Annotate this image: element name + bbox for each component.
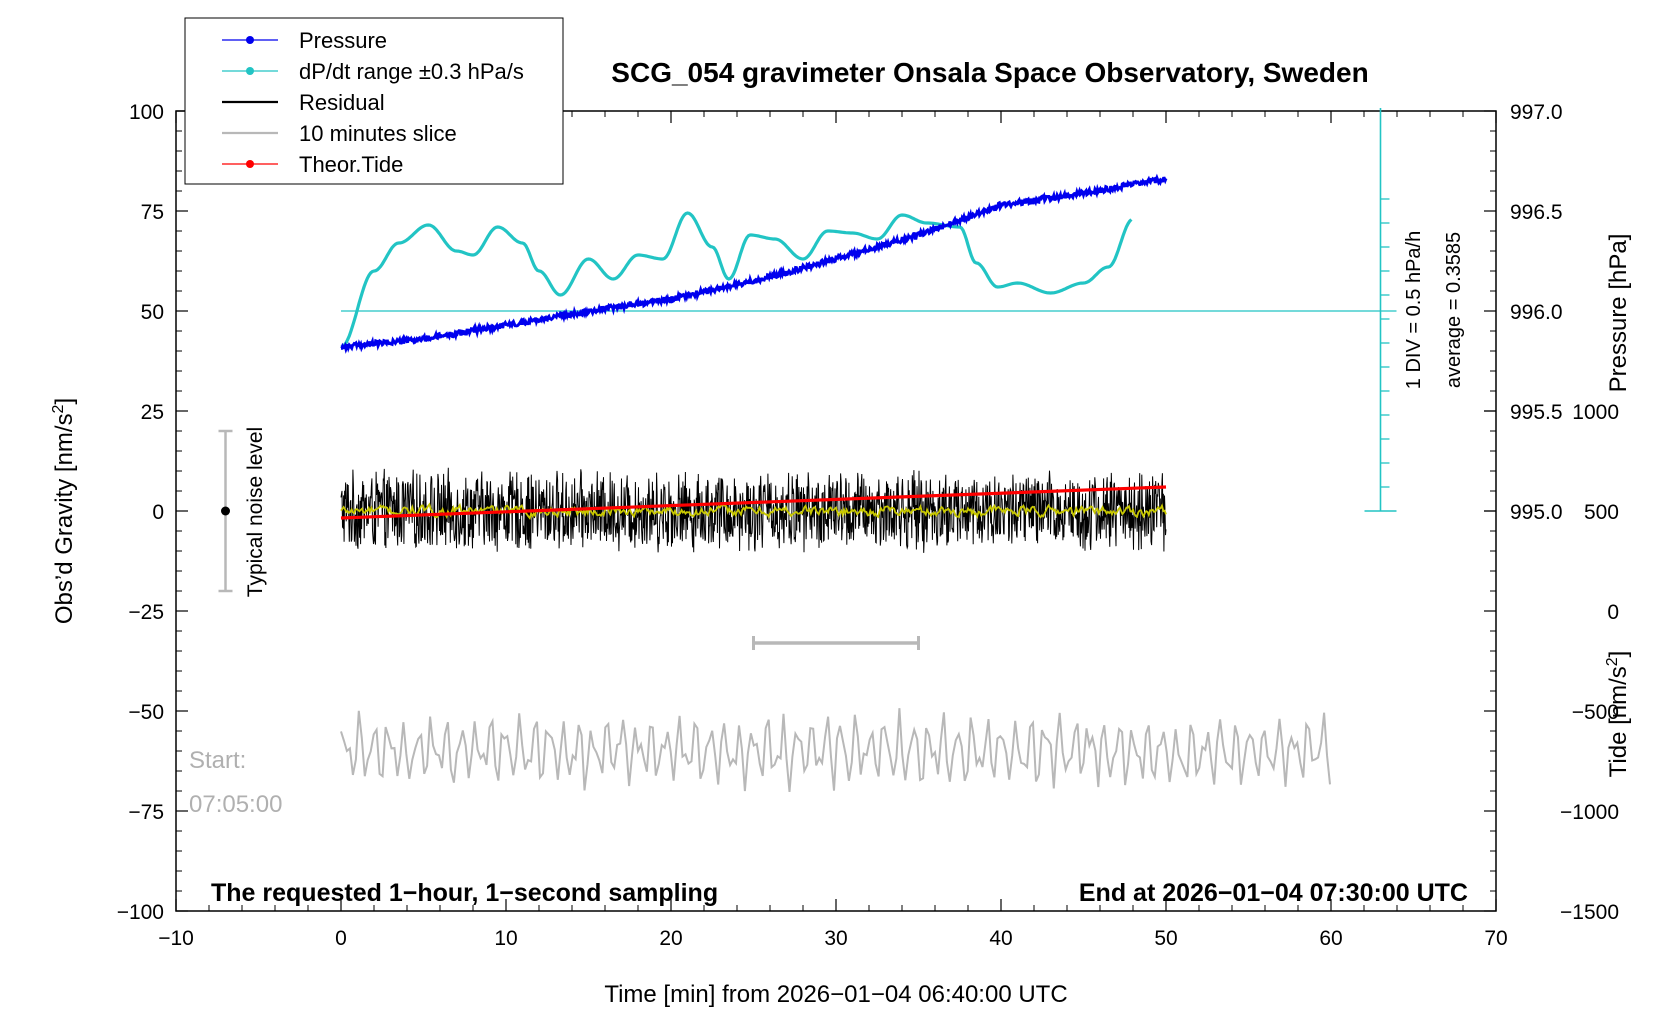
x-tick-label: −10 — [158, 927, 194, 950]
x-tick-label: 60 — [1319, 927, 1342, 950]
y-tick-label: 50 — [141, 301, 164, 324]
legend-label-dpdt: dP/dt range ±0.3 hPa/s — [299, 59, 524, 84]
legend-marker-tide — [246, 160, 254, 168]
x-tick-label: 50 — [1154, 927, 1177, 950]
legend-item-slice: 10 minutes slice — [222, 121, 457, 146]
axes-layer: −10 0 10 20 30 40 50 60 70−100−75−50−25025507510… — [117, 101, 1619, 950]
legend-label-slice: 10 minutes slice — [299, 121, 457, 146]
legend-label-residual: Residual — [299, 90, 385, 115]
start-time: 07:05:00 — [189, 791, 282, 818]
y-tick-label: −100 — [117, 901, 164, 924]
residual-line — [340, 467, 1167, 553]
end-time-note: End at 2026−01−04 07:30:00 UTC — [1079, 879, 1468, 907]
pressure-tick-label: 995.5 — [1510, 401, 1563, 424]
legend: Pressure dP/dt range ±0.3 hPa/s Residual… — [184, 17, 564, 185]
tide-line — [340, 485, 1167, 520]
tide-tick-label: −500 — [1572, 701, 1619, 724]
pressure-tick-label: 996.0 — [1510, 301, 1563, 324]
y-tick-label: 25 — [141, 401, 164, 424]
legend-item-residual: Residual — [222, 90, 385, 115]
pressure-tick-label: 996.5 — [1510, 201, 1563, 224]
legend-item-dpdt: dP/dt range ±0.3 hPa/s — [222, 59, 524, 84]
y-tick-label: −25 — [128, 601, 164, 624]
x-tick-label: 70 — [1484, 927, 1507, 950]
x-tick-label: 40 — [989, 927, 1012, 950]
y-tick-label: 0 — [152, 501, 164, 524]
x-tick-label: 0 — [335, 927, 347, 950]
y-axis-label-left: Obs’d Gravity [nm/s2] — [50, 398, 78, 624]
legend-label-tide: Theor.Tide — [299, 152, 403, 177]
pressure-line — [340, 173, 1168, 354]
y-axis-label-tide: Tide [nm/s2] — [1604, 651, 1632, 778]
y-tick-label: 75 — [141, 201, 164, 224]
legend-item-tide: Theor.Tide — [222, 152, 403, 177]
legend-marker-dpdt — [246, 67, 254, 75]
chart-title: SCG_054 gravimeter Onsala Space Observat… — [611, 57, 1368, 88]
x-tick-label: 10 — [494, 927, 517, 950]
tide-tick-label: 1000 — [1572, 401, 1619, 424]
y-tick-label: −75 — [128, 801, 164, 824]
start-label: Start: — [189, 747, 246, 774]
pressure-tick-label: 995.0 — [1510, 501, 1563, 524]
noise-level-dot — [221, 506, 230, 516]
x-tick-label: 30 — [824, 927, 847, 950]
y-axis-label-pressure: Pressure [hPa] — [1605, 234, 1632, 393]
scale-bar-label-average: average = 0.3585 — [1443, 232, 1465, 388]
legend-marker-pressure — [246, 36, 254, 44]
tide-tick-label: −1000 — [1560, 801, 1619, 824]
tide-tick-label: 0 — [1607, 601, 1619, 624]
series-layer — [218, 108, 1397, 792]
dpdt-line — [340, 211, 1133, 349]
slice-line — [340, 708, 1331, 792]
tide-tick-label: 500 — [1584, 501, 1619, 524]
legend-label-pressure: Pressure — [299, 28, 387, 53]
sampling-note: The requested 1−hour, 1−second sampling — [211, 879, 718, 907]
x-axis-label: Time [min] from 2026−01−04 06:40:00 UTC — [604, 981, 1067, 1008]
legend-item-pressure: Pressure — [222, 28, 387, 53]
pressure-tick-label: 997.0 — [1510, 101, 1563, 124]
y-tick-label: −50 — [128, 701, 164, 724]
y-tick-label: 100 — [129, 101, 164, 124]
x-tick-label: 20 — [659, 927, 682, 950]
noise-level-label: Typical noise level — [244, 427, 267, 597]
tide-tick-label: −1500 — [1560, 901, 1619, 924]
scale-bar-label-div: 1 DIV = 0.5 hPa/h — [1403, 231, 1425, 389]
